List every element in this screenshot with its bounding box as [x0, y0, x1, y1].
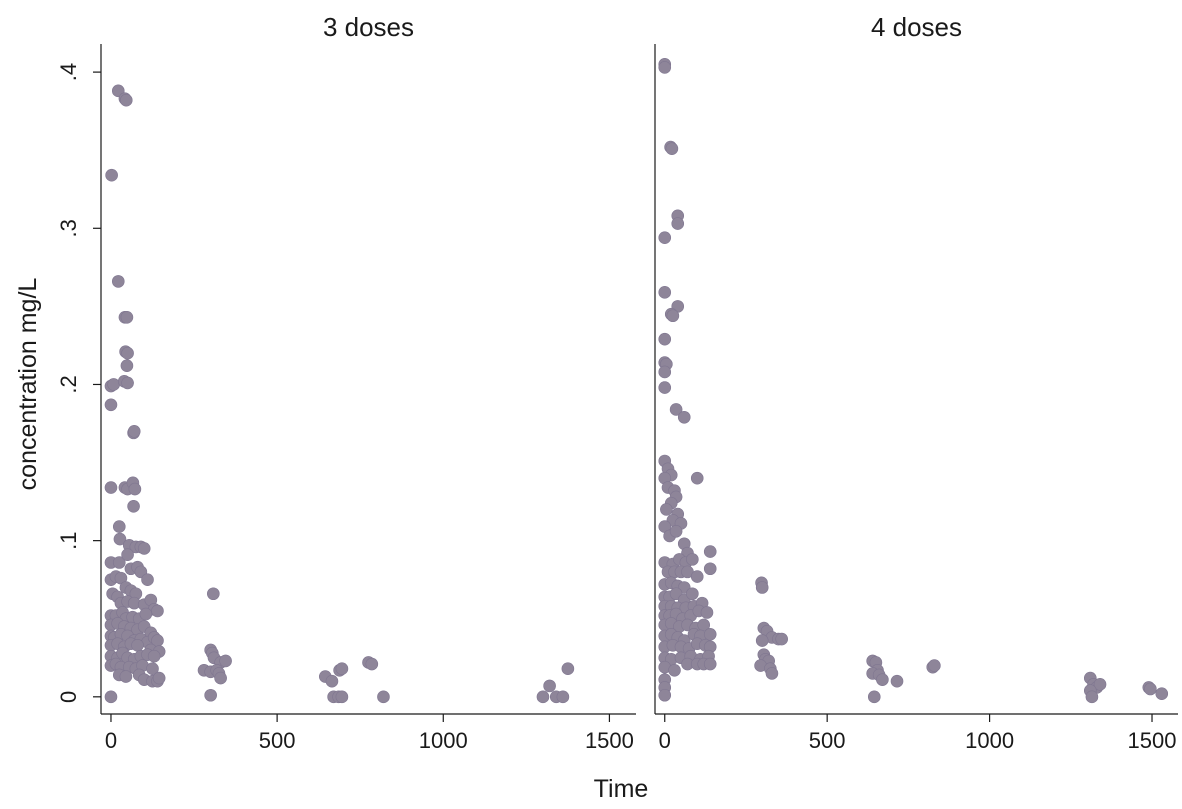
data-point	[119, 93, 133, 107]
data-point	[151, 604, 164, 618]
data-point	[677, 410, 691, 424]
data-point	[686, 553, 699, 566]
data-point	[112, 520, 126, 533]
y-tick-label: .2	[56, 375, 81, 393]
data-point	[111, 275, 125, 288]
data-point	[658, 381, 672, 394]
data-point	[146, 662, 159, 676]
data-point	[107, 378, 120, 391]
data-point	[703, 628, 717, 641]
data-point	[104, 690, 118, 704]
data-point	[139, 607, 153, 621]
data-point	[700, 606, 714, 619]
data-point	[928, 659, 941, 672]
data-point	[1155, 687, 1169, 700]
data-point	[105, 168, 118, 182]
y-tick-label: 0	[56, 691, 81, 703]
data-point	[690, 570, 704, 583]
panel-1: 3 doses 0 500 1000 1500 0 .1 .2 .3 .4	[56, 12, 636, 753]
data-point	[104, 481, 118, 494]
data-point	[890, 674, 904, 688]
data-point	[120, 359, 134, 373]
data-point	[147, 649, 161, 663]
y-tick-label: .1	[56, 531, 81, 549]
data-point	[561, 662, 575, 676]
data-point	[703, 562, 717, 576]
data-point	[658, 231, 672, 244]
data-point	[668, 663, 681, 677]
data-point	[867, 690, 881, 704]
data-point	[658, 286, 672, 299]
data-point	[377, 690, 390, 704]
data-point	[325, 674, 339, 688]
panel-2: 4 doses 0 500 1000 1500	[654, 12, 1178, 753]
data-point	[121, 346, 134, 360]
data-point	[152, 671, 166, 685]
data-point	[671, 217, 685, 230]
data-point	[214, 671, 227, 685]
x-tick-label: 0	[659, 728, 671, 753]
data-point	[536, 690, 550, 704]
data-point	[775, 632, 788, 646]
x-tick-label: 1000	[419, 728, 468, 753]
data-point	[666, 309, 680, 323]
data-point	[543, 679, 556, 693]
panel-title: 3 doses	[323, 12, 414, 42]
data-point	[204, 688, 217, 702]
x-tick-label: 500	[259, 728, 296, 753]
y-tick-label: .3	[56, 219, 81, 237]
data-point	[755, 581, 769, 594]
x-tick-label: 1500	[585, 728, 634, 753]
data-point	[556, 690, 570, 704]
data-point	[658, 61, 672, 74]
x-tick-label: 1000	[965, 728, 1014, 753]
data-point	[876, 673, 889, 686]
data-point	[765, 667, 779, 680]
data-point	[703, 545, 717, 558]
x-tick-label: 0	[105, 728, 117, 753]
x-tick-label: 1500	[1128, 728, 1177, 753]
data-point	[658, 688, 672, 702]
data-point	[669, 403, 683, 416]
data-point	[121, 376, 134, 390]
data-point	[703, 657, 717, 671]
data-point	[128, 482, 142, 496]
x-tick-label: 500	[809, 728, 846, 753]
data-point	[219, 654, 232, 668]
data-point	[104, 398, 118, 412]
data-point	[690, 471, 704, 485]
data-point	[660, 503, 673, 516]
data-point	[335, 690, 349, 704]
data-point	[113, 532, 127, 546]
data-point	[207, 587, 220, 601]
data-point	[669, 524, 683, 538]
data-point	[112, 556, 126, 569]
data-point	[1093, 678, 1107, 691]
data-point	[658, 332, 672, 346]
data-point	[658, 365, 672, 379]
chart-panels: 3 doses 0 500 1000 1500 0 .1 .2 .3 .4 4 doses 0 500 1…	[56, 12, 1178, 753]
data-point	[127, 425, 141, 438]
x-axis-title: Time	[594, 775, 649, 803]
data-point	[121, 548, 134, 561]
data-point	[137, 542, 151, 555]
data-point	[365, 657, 379, 671]
data-point	[119, 670, 133, 683]
data-point	[127, 499, 140, 513]
y-tick-label: .4	[56, 63, 81, 81]
data-point	[665, 142, 679, 155]
panel-title: 4 doses	[871, 12, 962, 42]
data-point	[120, 311, 134, 324]
data-point	[1085, 690, 1099, 704]
data-point	[755, 634, 769, 647]
data-point	[1144, 682, 1157, 696]
data-point	[335, 662, 349, 676]
data-point	[686, 587, 699, 601]
data-point	[141, 573, 154, 586]
data-point	[131, 638, 144, 652]
y-axis-title: concentration mg/L	[14, 278, 42, 491]
